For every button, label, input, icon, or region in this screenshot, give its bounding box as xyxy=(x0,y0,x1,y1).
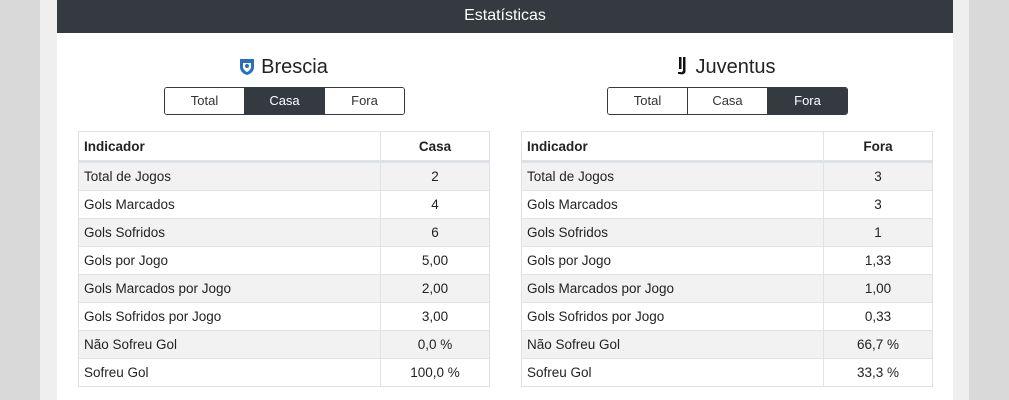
stat-value: 0,0 % xyxy=(380,330,490,359)
table-row: Total de Jogos 3 xyxy=(521,161,933,191)
header: Estatísticas xyxy=(57,0,953,33)
table-row: Gols Marcados 3 xyxy=(521,190,933,219)
table-row: Gols por Jogo 5,00 xyxy=(78,246,490,275)
stat-label: Gols Marcados xyxy=(78,190,381,219)
stat-value: 3 xyxy=(823,161,933,191)
tab-button[interactable]: Casa xyxy=(245,88,325,114)
stat-value: 3,00 xyxy=(380,302,490,331)
tab-button[interactable]: Total xyxy=(165,88,245,114)
table-row: Sofreu Gol 100,0 % xyxy=(78,358,490,387)
team-title: Juventus xyxy=(521,54,932,80)
stat-value: 100,0 % xyxy=(380,358,490,387)
table-row: Não Sofreu Gol 0,0 % xyxy=(78,330,490,359)
team-logo xyxy=(678,57,686,75)
stat-value: 2 xyxy=(380,161,490,191)
stat-label: Não Sofreu Gol xyxy=(521,330,824,359)
stat-label: Gols por Jogo xyxy=(78,246,381,275)
stat-label: Gols Marcados xyxy=(521,190,824,219)
stats-table: Indicador Fora Total de Jogos 3 Gols Marcado… xyxy=(521,131,933,387)
stat-value: 5,00 xyxy=(380,246,490,275)
stat-value: 0,33 xyxy=(823,302,933,331)
stat-label: Sofreu Gol xyxy=(521,358,824,387)
stat-value: 3 xyxy=(823,190,933,219)
table-row: Gols Sofridos por Jogo 3,00 xyxy=(78,302,490,331)
column-header: Indicador xyxy=(78,131,381,163)
stat-value: 1,33 xyxy=(823,246,933,275)
column-header: Fora xyxy=(823,131,933,163)
stat-value: 6 xyxy=(380,218,490,247)
stat-value: 1,00 xyxy=(823,274,933,303)
tab-group: Total Casa Fora xyxy=(164,87,405,115)
stat-label: Total de Jogos xyxy=(521,161,824,191)
table-row: Gols Marcados por Jogo 1,00 xyxy=(521,274,933,303)
team-name: Juventus xyxy=(695,56,776,78)
stat-label: Gols Marcados por Jogo xyxy=(521,274,824,303)
stat-label: Gols Sofridos xyxy=(521,218,824,247)
table-row: Gols Sofridos 6 xyxy=(78,218,490,247)
table-row: Gols Marcados 4 xyxy=(78,190,490,219)
table-row: Sofreu Gol 33,3 % xyxy=(521,358,933,387)
team-title: Brescia xyxy=(78,54,489,80)
table-row: Gols Marcados por Jogo 2,00 xyxy=(78,274,490,303)
stat-label: Gols Marcados por Jogo xyxy=(78,274,381,303)
card: Estatísticas Brescia Total Casa Fora Indic… xyxy=(57,0,953,400)
stats-table: Indicador Casa Total de Jogos 2 Gols Marcado… xyxy=(78,131,490,387)
header-row: Indicador Fora xyxy=(521,131,933,163)
header-row: Indicador Casa xyxy=(78,131,490,163)
stat-label: Gols por Jogo xyxy=(521,246,824,275)
stat-value: 4 xyxy=(380,190,490,219)
tab-button[interactable]: Total xyxy=(608,88,688,114)
stat-label: Sofreu Gol xyxy=(78,358,381,387)
column-header: Casa xyxy=(380,131,490,163)
table-row: Total de Jogos 2 xyxy=(78,161,490,191)
stat-label: Total de Jogos xyxy=(78,161,381,191)
stat-label: Gols Sofridos por Jogo xyxy=(78,302,381,331)
team-name: Brescia xyxy=(261,56,328,78)
tab-button[interactable]: Fora xyxy=(325,88,404,114)
stat-value: 1 xyxy=(823,218,933,247)
stat-value: 33,3 % xyxy=(823,358,933,387)
column-header: Indicador xyxy=(521,131,824,163)
table-row: Não Sofreu Gol 66,7 % xyxy=(521,330,933,359)
stat-label: Não Sofreu Gol xyxy=(78,330,381,359)
stat-value: 66,7 % xyxy=(823,330,933,359)
stat-label: Gols Sofridos xyxy=(78,218,381,247)
table-row: Gols por Jogo 1,33 xyxy=(521,246,933,275)
stat-label: Gols Sofridos por Jogo xyxy=(521,302,824,331)
team-logo xyxy=(240,59,255,75)
tab-group: Total Casa Fora xyxy=(607,87,848,115)
tab-button[interactable]: Fora xyxy=(768,88,847,114)
table-row: Gols Sofridos por Jogo 0,33 xyxy=(521,302,933,331)
tab-button[interactable]: Casa xyxy=(688,88,768,114)
stat-value: 2,00 xyxy=(380,274,490,303)
table-row: Gols Sofridos 1 xyxy=(521,218,933,247)
